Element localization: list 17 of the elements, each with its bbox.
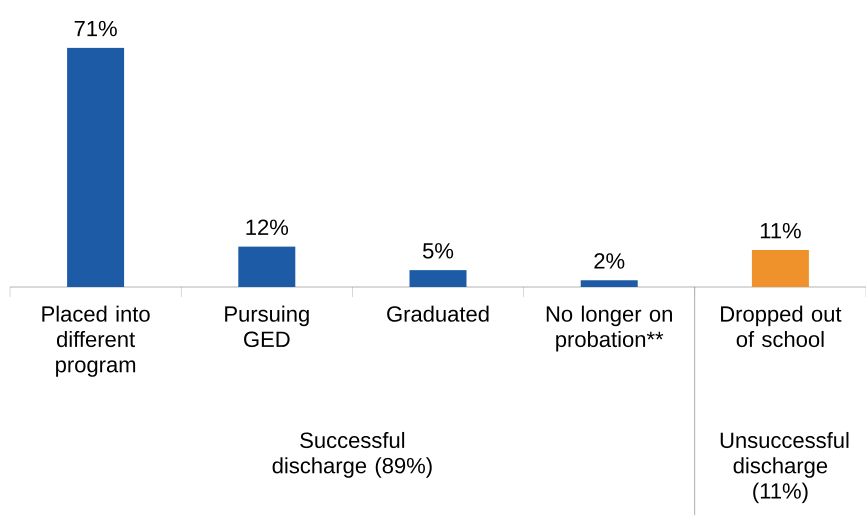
- bar: [752, 250, 809, 287]
- bar: [238, 246, 296, 287]
- text: Unsuccessful discharge (11%): [720, 432, 848, 504]
- data-label: 2%: [594, 253, 624, 269]
- x-tick-label: Graduated: [387, 306, 489, 322]
- bar: [410, 270, 467, 287]
- x-tick-label: Dropped out of school: [721, 306, 842, 348]
- x-tick-label: Pursuing GED: [225, 306, 309, 348]
- x-tick-label: No longer on probation**: [546, 306, 672, 352]
- data-label: 71%: [74, 20, 117, 36]
- x-tick-label: Placed into different program: [42, 306, 150, 377]
- bar: [580, 280, 638, 287]
- bar: [67, 48, 124, 287]
- text: Successful discharge (89%): [272, 432, 432, 478]
- data-label: 12%: [246, 219, 288, 235]
- data-label: 11%: [760, 222, 801, 238]
- data-label: 5%: [422, 243, 454, 259]
